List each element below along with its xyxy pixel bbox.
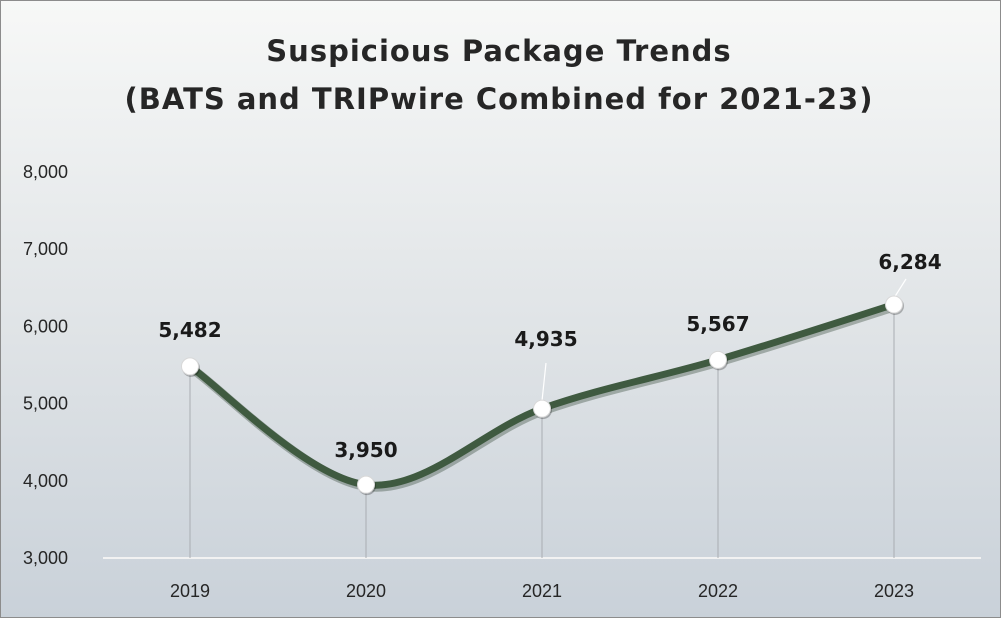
data-label: 3,950 [334,438,397,462]
y-tick-label: 5,000 [23,394,68,414]
x-tick-label: 2022 [698,581,738,601]
data-label: 5,482 [158,318,221,342]
y-tick-label: 6,000 [23,316,68,336]
data-label: 5,567 [686,312,749,336]
chart-title-line-1: Suspicious Package Trends [266,34,731,68]
data-label-leader [541,362,547,402]
y-tick-label: 7,000 [23,239,68,259]
data-label-leader [893,278,907,299]
data-point [885,295,903,314]
x-tick-label: 2019 [170,581,210,601]
data-point [533,399,551,418]
data-label: 4,935 [514,327,577,351]
y-tick-label: 3,000 [23,548,68,568]
y-tick-label: 8,000 [23,162,68,182]
chart-title-line-2: (BATS and TRIPwire Combined for 2021-23) [125,82,874,116]
x-tick-label: 2023 [874,581,914,601]
x-tick-label: 2020 [346,581,386,601]
data-label: 6,284 [878,250,941,274]
data-point [709,350,727,369]
data-point [181,357,199,376]
y-tick-label: 4,000 [23,471,68,491]
data-point [357,475,375,494]
x-tick-label: 2021 [522,581,562,601]
